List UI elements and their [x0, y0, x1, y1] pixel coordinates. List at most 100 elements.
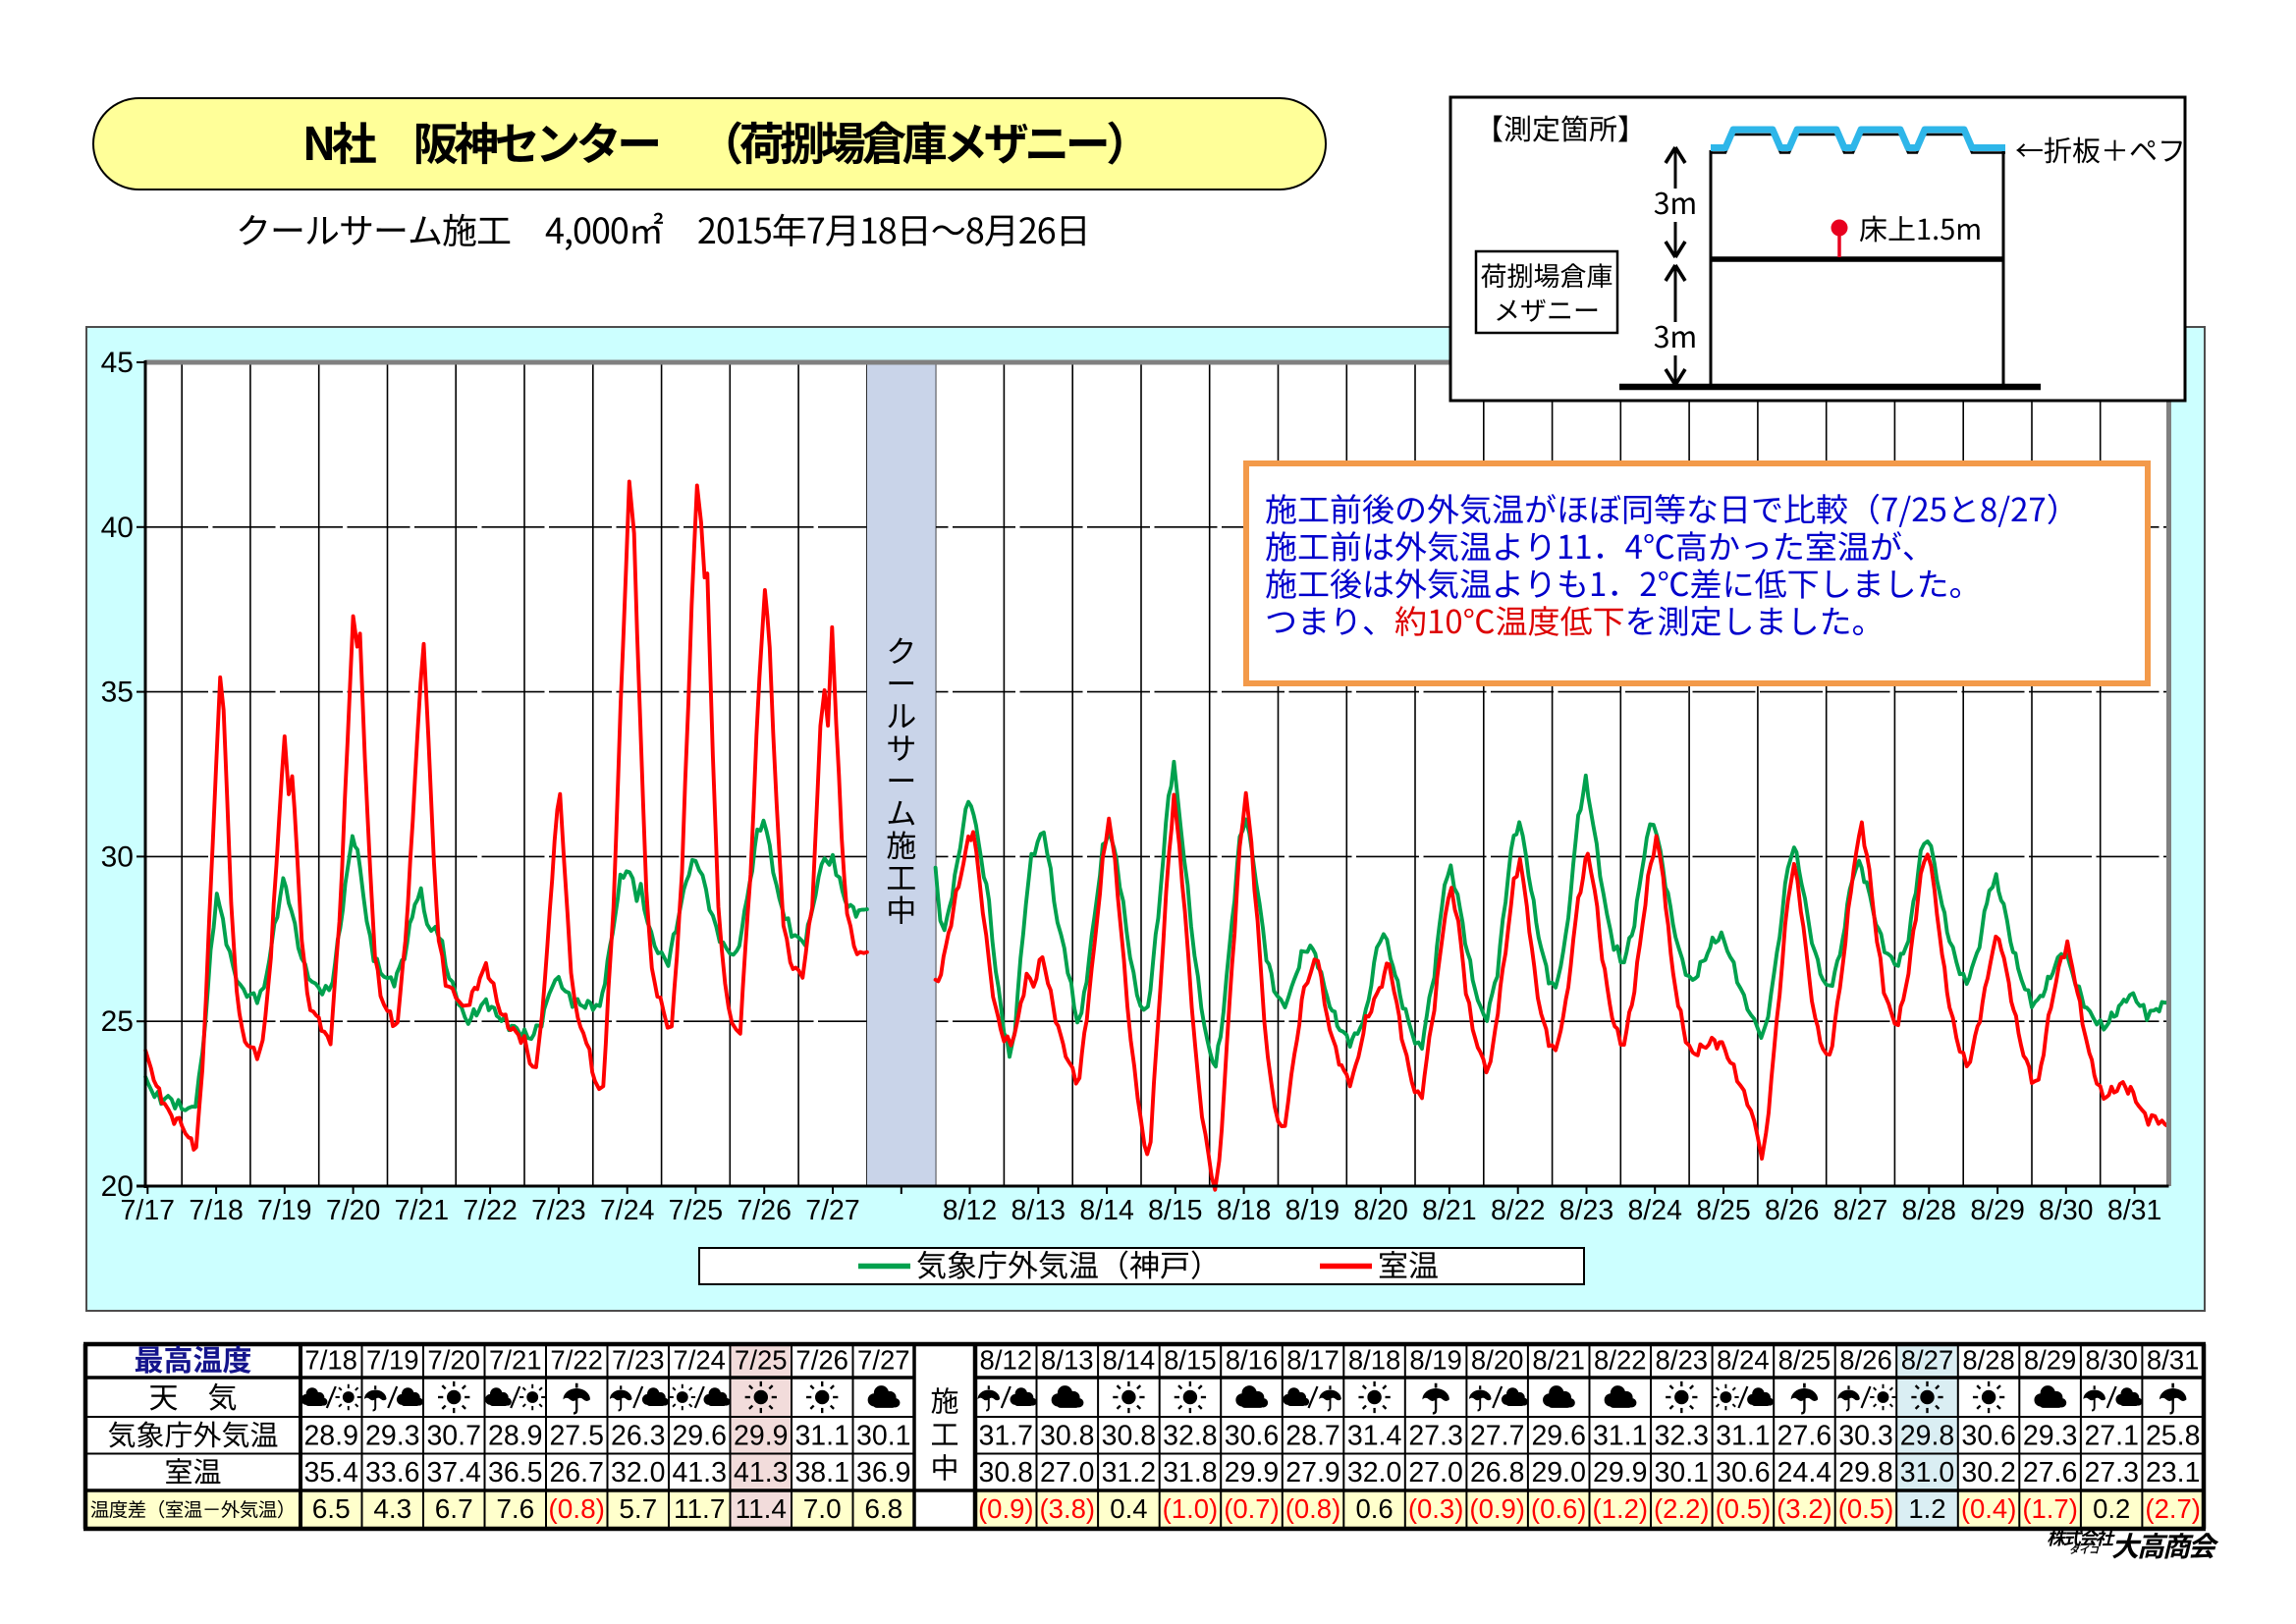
- svg-text:28.9: 28.9: [488, 1421, 542, 1452]
- svg-text:35.4: 35.4: [303, 1457, 358, 1489]
- svg-text:41.3: 41.3: [734, 1457, 788, 1489]
- svg-text:30.6: 30.6: [1961, 1421, 2015, 1452]
- svg-text:23.1: 23.1: [2146, 1457, 2200, 1489]
- svg-text:30.3: 30.3: [1838, 1421, 1892, 1452]
- svg-text:11.4: 11.4: [736, 1493, 787, 1524]
- svg-text:27.0: 27.0: [1040, 1457, 1094, 1489]
- svg-text:8/27: 8/27: [1833, 1195, 1887, 1226]
- svg-text:0.2: 0.2: [2093, 1493, 2130, 1524]
- svg-text:24.4: 24.4: [1777, 1457, 1832, 1489]
- svg-text:27.0: 27.0: [1408, 1457, 1462, 1489]
- svg-text:4.3: 4.3: [373, 1493, 411, 1524]
- svg-text:7/18: 7/18: [189, 1195, 243, 1226]
- svg-text:(0.8): (0.8): [548, 1493, 605, 1524]
- svg-text:(0.6): (0.6): [1531, 1493, 1587, 1524]
- svg-text:26.7: 26.7: [549, 1457, 603, 1489]
- svg-text:(0.8): (0.8): [1285, 1493, 1341, 1524]
- svg-text:8/20: 8/20: [1471, 1345, 1524, 1376]
- svg-text:(0.9): (0.9): [978, 1493, 1034, 1524]
- svg-text:(2.7): (2.7): [2145, 1493, 2201, 1524]
- svg-text:20: 20: [101, 1170, 134, 1203]
- svg-text:32.0: 32.0: [1347, 1457, 1401, 1489]
- svg-text:27.7: 27.7: [1470, 1421, 1524, 1452]
- svg-text:11.7: 11.7: [674, 1493, 725, 1524]
- svg-text:29.3: 29.3: [2023, 1421, 2077, 1452]
- svg-text:8/23: 8/23: [1559, 1195, 1613, 1226]
- svg-text:5.7: 5.7: [619, 1493, 657, 1524]
- svg-text:7/23: 7/23: [612, 1345, 665, 1376]
- svg-text:30.7: 30.7: [426, 1421, 480, 1452]
- svg-text:27.3: 27.3: [2084, 1457, 2138, 1489]
- svg-text:8/28: 8/28: [1902, 1195, 1956, 1226]
- svg-text:7/19: 7/19: [257, 1195, 311, 1226]
- svg-text:31.0: 31.0: [1900, 1457, 1954, 1489]
- svg-text:8/26: 8/26: [1839, 1345, 1892, 1376]
- svg-text:29.0: 29.0: [1531, 1457, 1585, 1489]
- svg-text:8/24: 8/24: [1627, 1195, 1682, 1226]
- svg-text:7/18: 7/18: [304, 1345, 357, 1376]
- svg-text:8/18: 8/18: [1348, 1345, 1401, 1376]
- svg-text:30.8: 30.8: [1102, 1421, 1156, 1452]
- svg-text:7/22: 7/22: [550, 1345, 603, 1376]
- svg-text:38.1: 38.1: [794, 1457, 848, 1489]
- svg-text:8/15: 8/15: [1164, 1345, 1217, 1376]
- svg-text:(0.7): (0.7): [1224, 1493, 1280, 1524]
- svg-text:8/21: 8/21: [1422, 1195, 1476, 1226]
- svg-text:25: 25: [101, 1005, 134, 1038]
- svg-text:8/26: 8/26: [1765, 1195, 1819, 1226]
- svg-text:7/26: 7/26: [795, 1345, 848, 1376]
- svg-text:6.7: 6.7: [435, 1493, 473, 1524]
- svg-text:26.3: 26.3: [611, 1421, 665, 1452]
- svg-text:30.2: 30.2: [1961, 1457, 2015, 1489]
- svg-text:45: 45: [101, 347, 134, 379]
- svg-text:8/25: 8/25: [1778, 1345, 1831, 1376]
- svg-text:7/27: 7/27: [805, 1195, 859, 1226]
- svg-text:8/22: 8/22: [1594, 1345, 1647, 1376]
- svg-text:30.8: 30.8: [979, 1457, 1033, 1489]
- svg-text:8/24: 8/24: [1717, 1345, 1770, 1376]
- svg-text:29.6: 29.6: [672, 1421, 726, 1452]
- svg-text:8/29: 8/29: [1970, 1195, 2024, 1226]
- svg-text:8/23: 8/23: [1656, 1345, 1709, 1376]
- svg-text:40: 40: [101, 512, 134, 544]
- svg-text:7/21: 7/21: [395, 1195, 449, 1226]
- svg-text:37.4: 37.4: [426, 1457, 481, 1489]
- svg-text:31.1: 31.1: [1593, 1421, 1647, 1452]
- svg-text:27.3: 27.3: [1408, 1421, 1462, 1452]
- svg-text:29.8: 29.8: [1838, 1457, 1892, 1489]
- svg-text:8/18: 8/18: [1217, 1195, 1271, 1226]
- svg-text:31.8: 31.8: [1163, 1457, 1217, 1489]
- svg-text:8/19: 8/19: [1409, 1345, 1462, 1376]
- svg-text:8/27: 8/27: [1901, 1345, 1954, 1376]
- svg-text:29.3: 29.3: [365, 1421, 419, 1452]
- svg-text:29.9: 29.9: [734, 1421, 788, 1452]
- svg-text:8/25: 8/25: [1696, 1195, 1750, 1226]
- svg-text:7/26: 7/26: [737, 1195, 791, 1226]
- svg-text:32.3: 32.3: [1655, 1421, 1709, 1452]
- svg-text:8/21: 8/21: [1532, 1345, 1585, 1376]
- svg-text:30.1: 30.1: [856, 1421, 910, 1452]
- svg-text:(3.8): (3.8): [1040, 1493, 1096, 1524]
- svg-text:30.8: 30.8: [1040, 1421, 1094, 1452]
- svg-text:30.1: 30.1: [1655, 1457, 1709, 1489]
- svg-text:8/12: 8/12: [943, 1195, 997, 1226]
- svg-text:8/28: 8/28: [1962, 1345, 2015, 1376]
- svg-text:8/22: 8/22: [1491, 1195, 1545, 1226]
- svg-text:7/20: 7/20: [427, 1345, 480, 1376]
- svg-text:27.1: 27.1: [2084, 1421, 2138, 1452]
- svg-text:36.9: 36.9: [856, 1457, 910, 1489]
- svg-text:27.6: 27.6: [1777, 1421, 1831, 1452]
- svg-text:29.8: 29.8: [1900, 1421, 1954, 1452]
- svg-text:7/25: 7/25: [669, 1195, 723, 1226]
- svg-text:8/16: 8/16: [1226, 1345, 1279, 1376]
- svg-text:36.5: 36.5: [488, 1457, 542, 1489]
- svg-text:8/31: 8/31: [2147, 1345, 2200, 1376]
- svg-text:33.6: 33.6: [365, 1457, 419, 1489]
- svg-text:7/22: 7/22: [463, 1195, 517, 1226]
- svg-text:(0.3): (0.3): [1408, 1493, 1464, 1524]
- svg-text:7/25: 7/25: [735, 1345, 788, 1376]
- svg-text:32.0: 32.0: [611, 1457, 665, 1489]
- svg-text:7.6: 7.6: [496, 1493, 534, 1524]
- svg-text:27.5: 27.5: [549, 1421, 603, 1452]
- svg-text:(0.5): (0.5): [1716, 1493, 1772, 1524]
